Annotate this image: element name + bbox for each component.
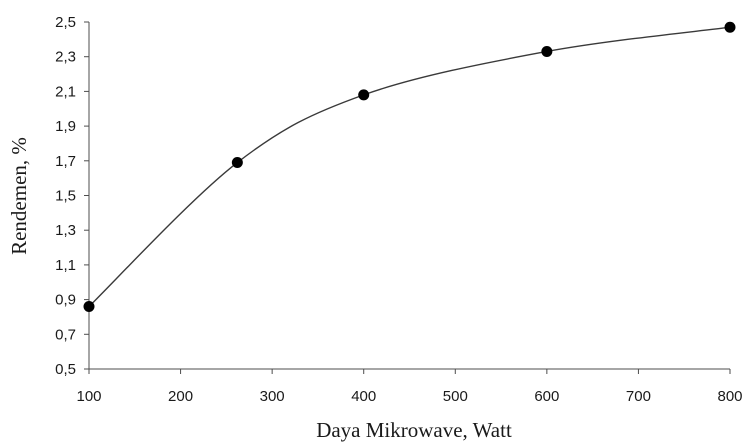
x-tick-label: 400 <box>351 388 376 405</box>
x-tick-label: 700 <box>626 388 651 405</box>
y-tick-label: 1,3 <box>55 222 76 239</box>
y-tick-label: 0,9 <box>55 292 76 309</box>
x-axis-title: Daya Mikrowave, Watt <box>316 418 512 442</box>
x-axis-ticks: 100 200 300 400 500 600 700 800 <box>76 369 743 405</box>
data-point <box>231 157 243 169</box>
y-tick-label: 2,3 <box>55 49 76 66</box>
y-tick-label: 1,9 <box>55 118 76 135</box>
data-point <box>83 301 95 313</box>
data-points <box>83 21 736 313</box>
y-tick-label: 1,5 <box>55 188 76 205</box>
data-point <box>358 89 370 101</box>
x-tick-label: 300 <box>260 388 285 405</box>
series-line <box>88 26 731 308</box>
data-point <box>541 45 553 57</box>
x-tick-label: 600 <box>534 388 559 405</box>
data-point <box>724 21 736 33</box>
y-axis-title: Rendemen, % <box>7 137 31 255</box>
x-tick-label: 200 <box>168 388 193 405</box>
y-tick-label: 0,7 <box>55 326 76 343</box>
y-tick-label: 1,7 <box>55 153 76 170</box>
axes <box>88 22 730 370</box>
x-tick-label: 500 <box>443 388 468 405</box>
y-tick-label: 1,1 <box>55 257 76 274</box>
x-tick-label: 800 <box>717 388 742 405</box>
y-tick-label: 2,1 <box>55 83 76 100</box>
y-tick-label: 0,5 <box>55 361 76 378</box>
y-axis-ticks: 0,5 0,7 0,9 1,1 1,3 1,5 1,7 1,9 2,1 2,3 2,5 <box>55 14 89 378</box>
x-tick-label: 100 <box>76 388 101 405</box>
y-tick-label: 2,5 <box>55 14 76 31</box>
